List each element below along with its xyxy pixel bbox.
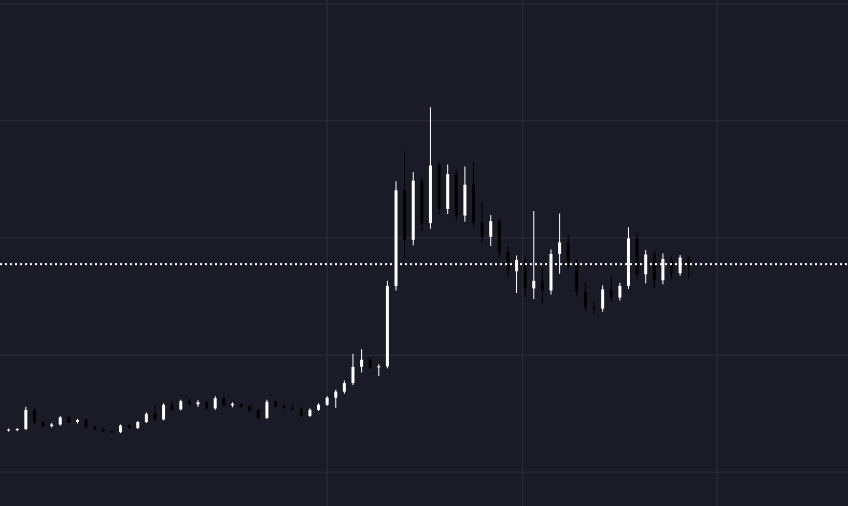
candle-body	[575, 263, 579, 292]
candle-body	[471, 184, 476, 223]
candle-body	[480, 222, 484, 237]
candle-body	[144, 413, 148, 423]
candle-body	[282, 406, 286, 408]
candle-body	[75, 419, 79, 423]
candle-body	[58, 417, 62, 425]
candle-body	[506, 252, 510, 272]
candle-body	[463, 184, 467, 216]
candle-body	[368, 359, 372, 368]
candle-body	[558, 242, 562, 255]
candle-body	[403, 190, 407, 240]
candle-body	[566, 242, 570, 264]
candle-body	[67, 417, 71, 423]
candle-body	[119, 425, 123, 433]
candle-body	[187, 401, 191, 405]
candle-body	[532, 280, 536, 289]
candle-body	[273, 401, 277, 407]
candle-body	[609, 289, 613, 298]
candle-body	[652, 254, 656, 281]
candle-body	[437, 165, 441, 209]
candle-body	[601, 289, 605, 309]
candle-body	[342, 383, 346, 392]
candle-body	[394, 190, 398, 286]
candle-body	[385, 285, 389, 367]
candle-body	[248, 406, 252, 411]
candle-body	[32, 409, 36, 423]
candle-body	[213, 398, 217, 409]
candle-body	[93, 427, 97, 430]
candle-body	[583, 291, 587, 308]
candle-body	[196, 402, 200, 405]
candle-body	[351, 366, 355, 384]
candle-body	[265, 401, 269, 418]
candle-body	[618, 285, 622, 298]
candle-body	[205, 402, 209, 409]
candle-body	[446, 174, 450, 209]
candle-body	[15, 429, 19, 431]
candle-body	[540, 280, 544, 291]
candle-body	[489, 221, 493, 237]
candle-body	[515, 260, 519, 272]
candle-body	[626, 238, 630, 286]
candle-body	[523, 260, 527, 289]
candle-body	[110, 431, 114, 433]
candle-body	[411, 180, 415, 240]
candle-body	[127, 425, 131, 429]
candle-body	[162, 404, 166, 420]
candle-body	[428, 165, 432, 224]
candle-body	[170, 404, 174, 410]
candle-body	[230, 403, 234, 406]
candle-body	[7, 429, 11, 431]
candle-body	[50, 424, 54, 427]
candle-body	[222, 398, 226, 406]
candle-body	[256, 410, 260, 418]
candle-body	[454, 174, 458, 216]
candle-body	[291, 407, 295, 409]
candle-body	[687, 257, 691, 265]
candle-body	[84, 419, 88, 428]
candle-body	[317, 404, 321, 410]
candle-body	[497, 221, 501, 253]
candle-body	[592, 307, 596, 309]
candle-body	[136, 422, 140, 429]
candle-body	[179, 401, 183, 410]
candle-body	[24, 409, 28, 430]
candle-body	[41, 422, 45, 427]
candle-body	[101, 429, 105, 432]
candle-body	[661, 259, 665, 281]
candle-body	[670, 259, 674, 274]
candle-body	[360, 359, 364, 367]
candle-body	[334, 391, 338, 398]
candle-body	[377, 366, 381, 368]
candle-body	[635, 238, 639, 275]
candle-body	[239, 403, 243, 407]
candle-body	[678, 257, 682, 274]
candle-body	[308, 409, 312, 416]
candle-body	[325, 397, 329, 405]
candle-body	[299, 408, 303, 416]
candle-body	[420, 180, 424, 224]
candle-body	[549, 254, 553, 291]
candle-body	[153, 413, 157, 420]
